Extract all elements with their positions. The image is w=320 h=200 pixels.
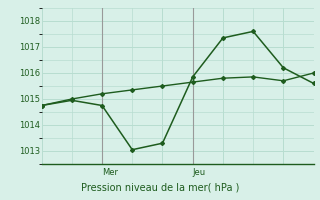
Text: Jeu: Jeu (193, 168, 206, 177)
Text: Pression niveau de la mer( hPa ): Pression niveau de la mer( hPa ) (81, 182, 239, 192)
Text: Mer: Mer (102, 168, 118, 177)
